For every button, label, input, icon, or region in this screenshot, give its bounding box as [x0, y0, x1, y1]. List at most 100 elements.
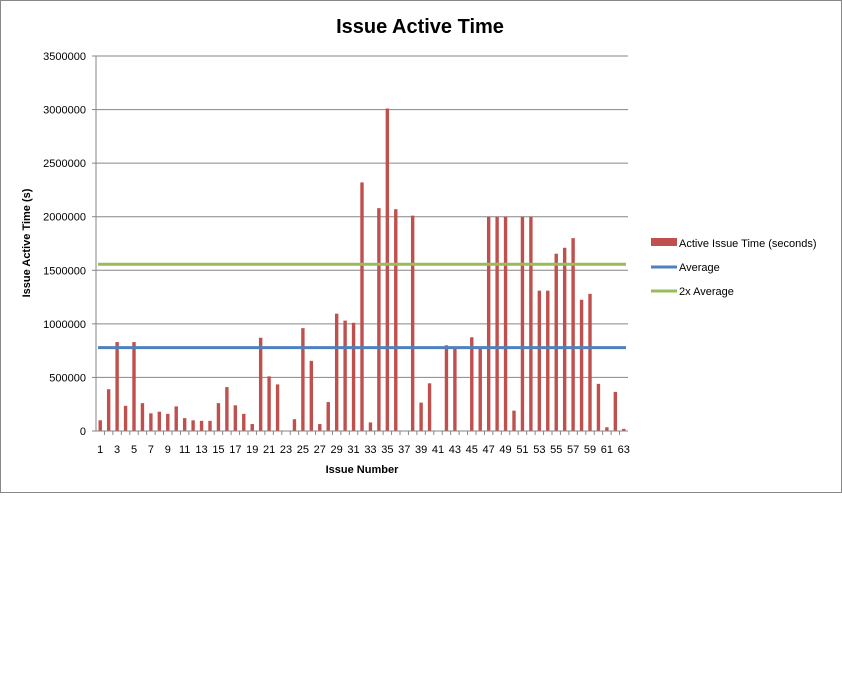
bar	[182, 418, 187, 431]
x-tick-label: 31	[347, 444, 359, 456]
bar	[250, 424, 254, 431]
x-tick-label: 33	[364, 444, 376, 456]
x-tick-label: 59	[584, 444, 596, 456]
bar	[571, 238, 575, 431]
y-tick-label: 2500000	[43, 158, 86, 170]
bar	[410, 215, 415, 431]
bar	[503, 216, 508, 431]
x-tick-label: 3	[114, 444, 120, 456]
bar	[351, 322, 356, 431]
x-tick-label: 11	[179, 444, 190, 456]
y-tick-label: 1500000	[43, 265, 86, 277]
bar	[258, 337, 263, 431]
chart-area: Issue Active Time 0 500000 1000000 1500000 2…	[0, 0, 842, 493]
bar	[98, 420, 102, 431]
bar	[225, 387, 229, 431]
bar	[520, 216, 525, 431]
reference-lines	[98, 262, 626, 350]
bar	[470, 337, 474, 431]
bar	[419, 402, 423, 431]
x-tick-label: 7	[148, 444, 154, 456]
legend: Active Issue Time (seconds) Average 2x Ave…	[651, 238, 817, 298]
bar	[394, 209, 398, 431]
axes	[92, 55, 628, 435]
x-tick-label: 63	[618, 444, 630, 456]
bar	[360, 182, 364, 431]
chart-title: Issue Active Time	[336, 16, 504, 38]
y-tick-label: 2000000	[43, 212, 86, 224]
x-tick-label: 27	[314, 444, 326, 456]
bar	[334, 313, 339, 431]
bar	[208, 420, 212, 431]
bar	[368, 422, 373, 431]
x-axis-label: Issue Number	[326, 464, 399, 476]
bar	[292, 419, 297, 431]
x-tick-label: 49	[499, 444, 511, 456]
x-tick-label: 41	[432, 444, 444, 456]
bar	[486, 216, 491, 431]
bar	[554, 253, 558, 431]
bar	[579, 299, 584, 431]
bar	[318, 424, 322, 431]
bar	[157, 411, 162, 431]
y-axis-tick-labels: 0 500000 1000000 1500000 2000000 2500000 30000…	[43, 51, 86, 438]
bar	[123, 405, 128, 431]
bar	[132, 342, 136, 431]
x-tick-label: 21	[263, 444, 275, 456]
x-tick-label: 53	[533, 444, 545, 456]
bar	[216, 403, 221, 431]
bar	[444, 345, 449, 431]
x-tick-label: 17	[229, 444, 241, 456]
y-tick-label: 1000000	[43, 319, 86, 331]
bar	[106, 389, 111, 431]
y-tick-label: 500000	[49, 372, 86, 384]
chart-svg: Issue Active Time 0 500000 1000000 1500000 2…	[0, 0, 842, 493]
bar	[301, 328, 305, 431]
bar	[453, 346, 457, 431]
y-axis-label: Issue Active Time (s)	[21, 188, 33, 297]
bar	[267, 376, 271, 431]
x-axis-tick-labels: 1 3 5 7 9 11 13 15 17 19 21 23 25 27 29 31 33 35 37 39 41 43 4…	[97, 444, 630, 456]
bar	[149, 413, 153, 431]
bar	[233, 405, 238, 431]
bar	[377, 208, 381, 431]
x-tick-label: 1	[97, 444, 103, 456]
bar	[326, 402, 330, 431]
bar	[242, 413, 246, 431]
x-tick-label: 13	[195, 444, 207, 456]
bar	[427, 383, 432, 431]
bar	[140, 403, 145, 431]
bar	[478, 346, 482, 431]
y-tick-label: 0	[80, 426, 86, 438]
x-tick-label: 35	[381, 444, 393, 456]
x-tick-label: 29	[331, 444, 343, 456]
x-tick-label: 25	[297, 444, 309, 456]
y-tick-label: 3500000	[43, 51, 86, 63]
x-tick-label: 51	[516, 444, 528, 456]
bar	[495, 216, 499, 431]
bar	[546, 290, 550, 431]
x-tick-label: 15	[212, 444, 224, 456]
legend-label: 2x Average	[679, 286, 734, 298]
bar	[343, 320, 347, 431]
x-tick-label: 37	[398, 444, 410, 456]
x-tick-label: 19	[246, 444, 258, 456]
bar	[309, 360, 314, 431]
bar	[199, 420, 204, 431]
x-tick-label: 61	[601, 444, 613, 456]
x-tick-label: 47	[483, 444, 495, 456]
bar	[512, 410, 516, 431]
bar	[588, 293, 592, 431]
bar	[529, 216, 533, 431]
bar	[562, 247, 567, 431]
x-tick-label: 9	[165, 444, 171, 456]
bar	[596, 383, 601, 431]
bar	[115, 342, 119, 431]
bar	[385, 108, 390, 431]
bar	[622, 428, 626, 431]
x-tick-label: 43	[449, 444, 461, 456]
bar	[174, 406, 178, 431]
bar	[537, 290, 542, 431]
bar	[191, 420, 195, 431]
legend-label: Average	[679, 262, 720, 274]
